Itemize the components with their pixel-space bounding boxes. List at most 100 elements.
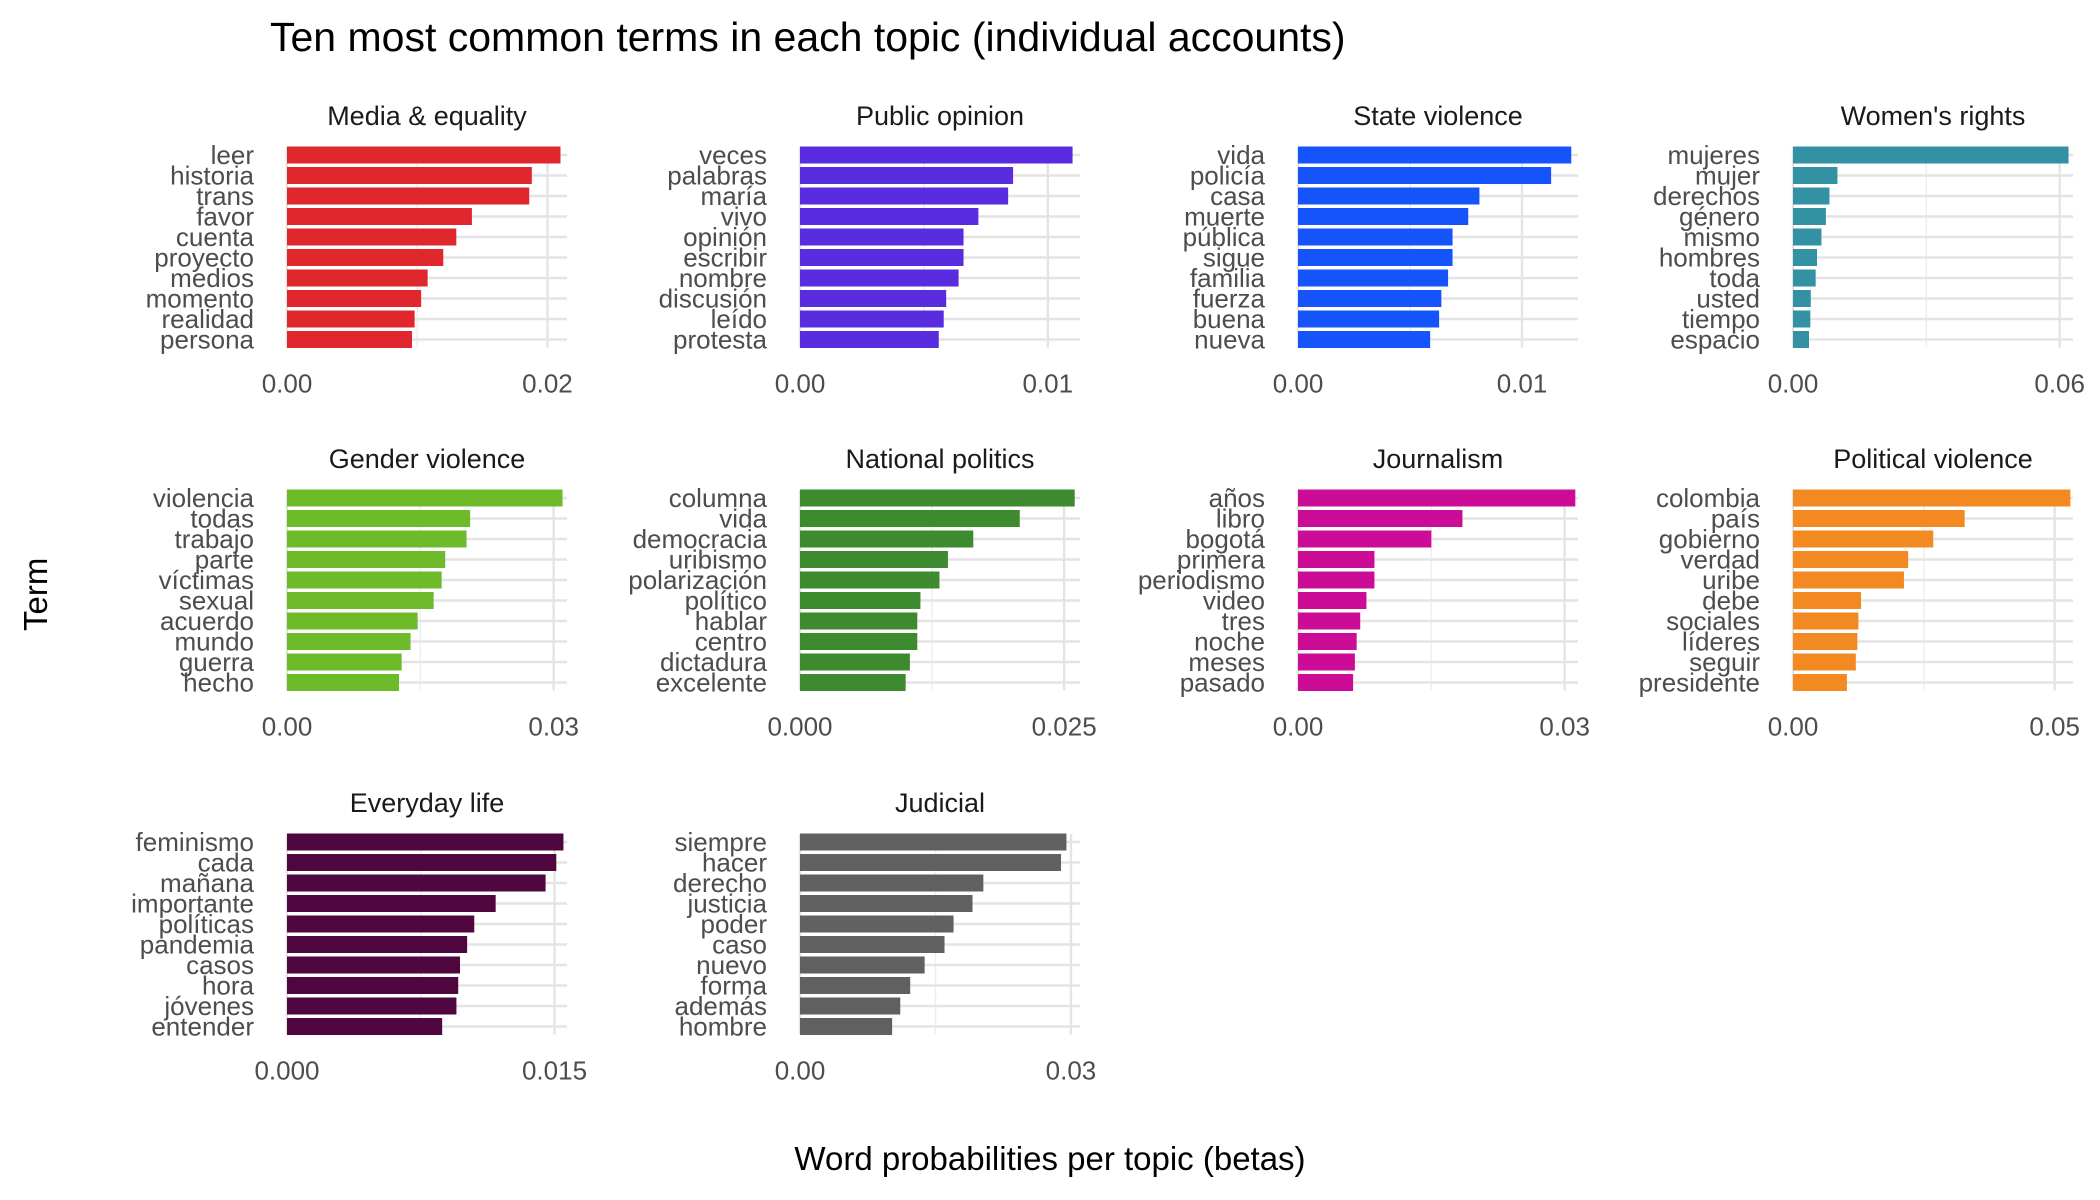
term-label: gobierno (1659, 524, 1760, 554)
tick-label: 0.00 (262, 369, 313, 399)
bar (287, 936, 468, 953)
term-label: vivo (721, 202, 767, 232)
term-label: excelente (656, 668, 767, 698)
facet-title: Judicial (895, 788, 985, 818)
term-label: colombia (1656, 483, 1761, 513)
term-label: uribismo (669, 545, 767, 575)
bar (800, 997, 901, 1015)
term-label: momento (146, 284, 254, 314)
term-label: político (685, 586, 767, 616)
tick-label: 0.025 (1032, 712, 1097, 742)
facet-title: State violence (1353, 101, 1523, 131)
term-label: género (1679, 202, 1760, 232)
tick-label: 0.02 (522, 369, 573, 399)
bar (800, 167, 1014, 184)
bar (1793, 674, 1847, 691)
tick-label: 0.00 (775, 1056, 826, 1086)
tick-label: 0.00 (1768, 712, 1819, 742)
bar (1298, 310, 1440, 328)
bar (287, 977, 459, 994)
tick-label: 0.01 (1497, 369, 1548, 399)
bar (800, 674, 906, 691)
bar (287, 612, 418, 630)
term-label: bogotá (1185, 524, 1265, 554)
bar (1298, 146, 1572, 164)
term-label: feminismo (136, 827, 254, 857)
term-label: víctimas (159, 565, 254, 595)
term-label: seguir (1689, 647, 1760, 677)
bar (1298, 571, 1375, 589)
bar (1298, 633, 1357, 650)
term-label: dictadura (660, 647, 767, 677)
bar (1793, 510, 1965, 527)
term-label: usted (1696, 284, 1760, 314)
bar (800, 208, 979, 225)
bar (287, 249, 444, 266)
bar (1793, 290, 1811, 307)
term-label: medios (170, 263, 254, 293)
chart-title: Ten most common terms in each topic (ind… (270, 14, 1346, 60)
bar (1793, 612, 1859, 630)
bar (1298, 489, 1576, 507)
term-label: líderes (1682, 627, 1760, 657)
term-label: buena (1193, 304, 1266, 334)
bar (1793, 249, 1817, 266)
term-label: derechos (1653, 181, 1760, 211)
term-label: primera (1177, 545, 1266, 575)
bar (287, 510, 471, 527)
term-label: jóvenes (163, 991, 254, 1021)
bar (287, 489, 563, 507)
term-label: hombres (1659, 243, 1760, 273)
y-axis-title: Term (17, 557, 54, 631)
term-label: muerte (1184, 202, 1265, 232)
bar (1298, 612, 1361, 630)
term-label: trabajo (175, 524, 255, 554)
bar (1298, 551, 1375, 568)
term-label: hora (202, 971, 255, 1001)
term-label: proyecto (154, 243, 254, 273)
bar (800, 936, 945, 953)
bar (287, 895, 496, 912)
term-label: guerra (179, 647, 255, 677)
term-label: familia (1190, 263, 1266, 293)
term-label: mujeres (1668, 140, 1760, 170)
term-label: meses (1188, 647, 1265, 677)
term-label: casa (1210, 181, 1265, 211)
bar (287, 228, 457, 246)
term-label: mismo (1683, 222, 1760, 252)
term-label: nombre (679, 263, 767, 293)
bar (800, 956, 925, 974)
term-label: tres (1222, 606, 1265, 636)
bar (800, 1018, 893, 1035)
term-label: palabras (667, 161, 767, 191)
term-label: realidad (161, 304, 254, 334)
bar (287, 290, 422, 307)
bar (287, 633, 411, 650)
term-label: pandemia (140, 930, 255, 960)
term-label: maría (701, 181, 768, 211)
term-label: tiempo (1682, 304, 1760, 334)
term-label: escribir (683, 243, 767, 273)
bar (1793, 571, 1904, 589)
bar (1793, 653, 1856, 671)
tick-label: 0.00 (262, 712, 313, 742)
bar (800, 915, 954, 933)
bar (287, 592, 434, 609)
tick-label: 0.00 (775, 369, 826, 399)
term-label: hombre (679, 1012, 767, 1042)
bar (1298, 187, 1480, 205)
bar (287, 956, 460, 974)
bar (800, 228, 964, 246)
term-label: leído (711, 304, 767, 334)
term-label: entender (151, 1012, 254, 1042)
term-label: protesta (673, 325, 767, 355)
bar (287, 874, 546, 892)
bar (800, 977, 911, 994)
bar (1298, 208, 1469, 225)
bar (800, 895, 973, 912)
bar (1298, 167, 1552, 184)
bar (1793, 146, 2069, 164)
bar (800, 249, 964, 266)
term-label: nuevo (696, 950, 767, 980)
